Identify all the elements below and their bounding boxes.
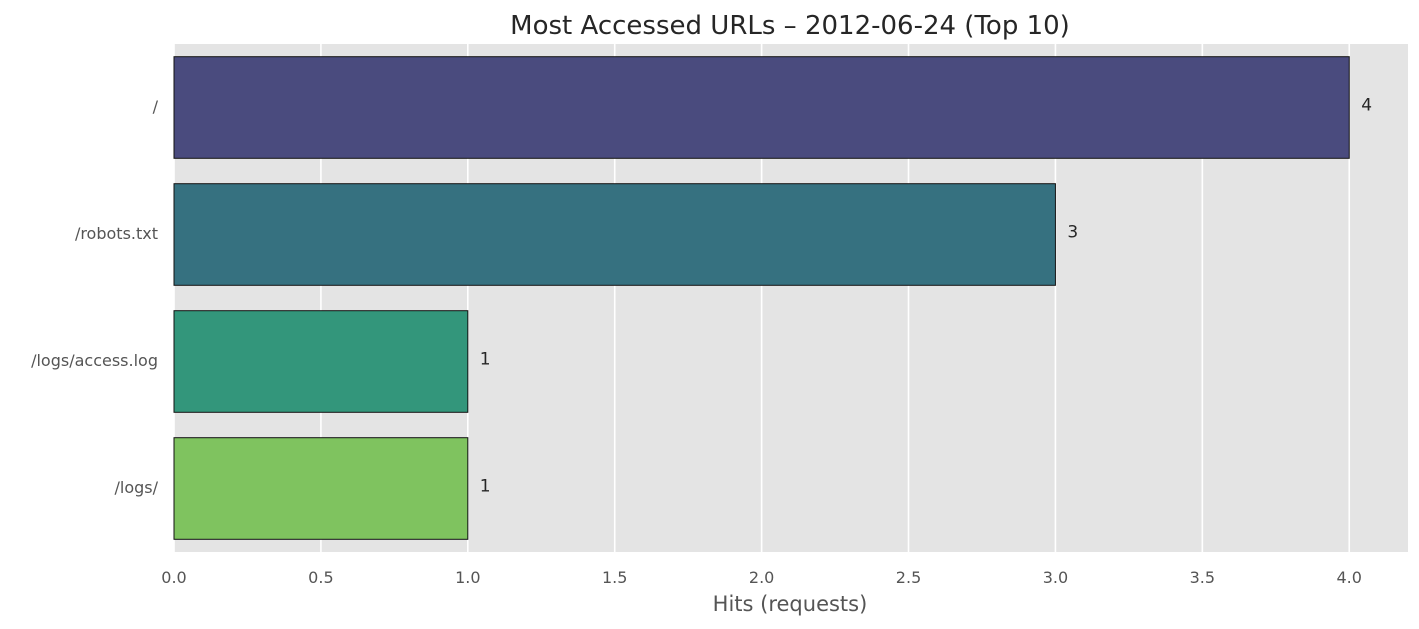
y-tick-label: /robots.txt [75, 224, 158, 243]
data-label: 1 [480, 350, 491, 370]
x-tick-label: 2.5 [896, 568, 921, 587]
y-axis-ticks: / /robots.txt/logs/access.log/logs/ [31, 97, 159, 497]
x-tick-label: 3.0 [1043, 568, 1068, 587]
data-label: 4 [1361, 96, 1372, 116]
data-labels: 4 3 1 1 [480, 96, 1372, 497]
data-label: 3 [1067, 223, 1078, 243]
bar [173, 183, 1056, 286]
chart-title: Most Accessed URLs – 2012-06-24 (Top 10) [510, 11, 1070, 41]
x-axis-ticks: 0.0 0.5 1.0 1.5 2.0 2.5 3.0 3.5 4.0 [161, 568, 1362, 587]
data-label: 1 [480, 477, 491, 497]
bars [173, 56, 1350, 540]
x-tick-label: 2.0 [749, 568, 774, 587]
y-tick-label: /logs/access.log [31, 351, 158, 370]
bar [173, 437, 469, 540]
x-tick-label: 3.5 [1190, 568, 1215, 587]
x-tick-label: 1.0 [455, 568, 480, 587]
x-tick-label: 0.5 [308, 568, 333, 587]
y-tick-label: / [153, 97, 159, 116]
x-tick-label: 4.0 [1337, 568, 1362, 587]
y-tick-label: /logs/ [114, 478, 158, 497]
x-axis-label: Hits (requests) [713, 592, 868, 616]
x-tick-label: 0.0 [161, 568, 186, 587]
bar [173, 310, 469, 413]
bar [173, 56, 1350, 159]
x-tick-label: 1.5 [602, 568, 627, 587]
